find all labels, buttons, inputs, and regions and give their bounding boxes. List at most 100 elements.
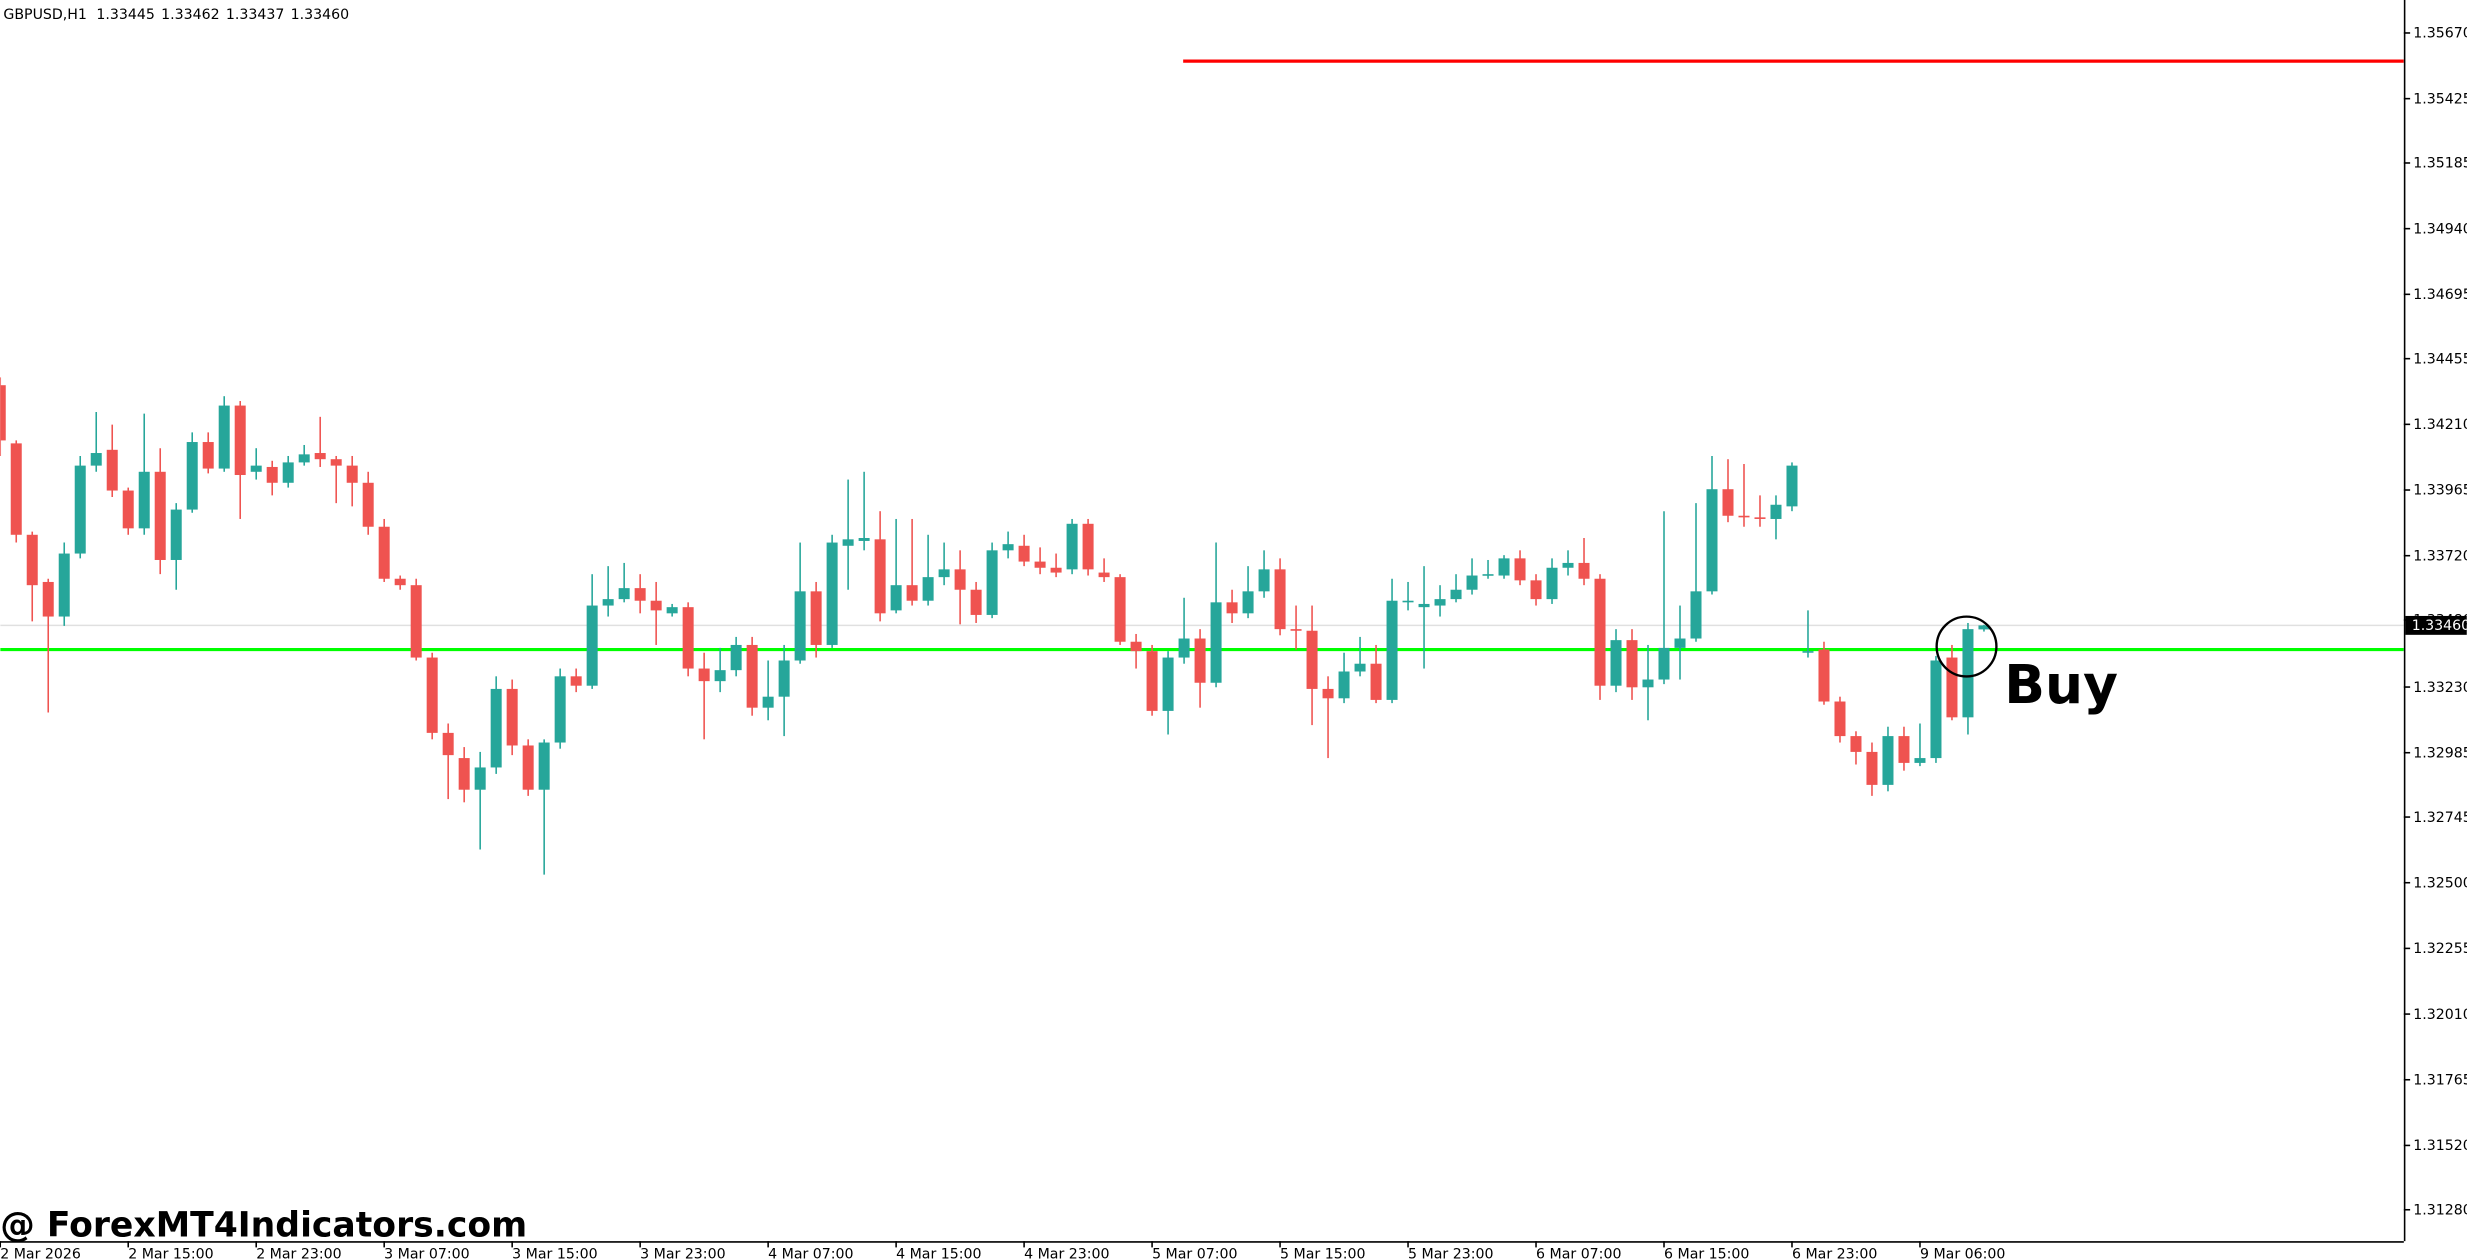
candle-body	[634, 588, 646, 601]
candle-body	[314, 453, 326, 460]
candle-body	[490, 688, 502, 768]
candle-body	[1114, 577, 1126, 642]
candle-body	[282, 462, 294, 483]
candle-body	[682, 607, 694, 669]
candle-body	[1194, 638, 1206, 683]
candle-body	[970, 589, 982, 615]
candle-body	[570, 676, 582, 686]
candle-body	[730, 644, 742, 671]
candle-body	[1626, 640, 1638, 688]
candle-body	[1498, 558, 1510, 576]
y-tick-label: 1.32255	[2413, 941, 2467, 957]
x-tick-label: 5 Mar 15:00	[1280, 1246, 1365, 1260]
candle-body	[650, 600, 662, 611]
candle-body	[426, 657, 438, 733]
candle-body	[1210, 602, 1222, 683]
candle-body	[1002, 544, 1014, 551]
candle-body	[826, 542, 838, 645]
candle-body	[1274, 569, 1286, 630]
candle-body	[234, 405, 246, 476]
candle-body	[1690, 591, 1702, 639]
y-tick-label: 1.34940	[2413, 221, 2467, 237]
x-tick-label: 4 Mar 07:00	[768, 1246, 853, 1260]
candle-body	[1514, 558, 1526, 581]
candle-body	[1354, 663, 1366, 672]
x-tick-label: 5 Mar 23:00	[1408, 1246, 1493, 1260]
candle-body	[186, 442, 198, 510]
candle-body	[1306, 630, 1318, 689]
candle-body	[1642, 679, 1654, 688]
candle-body	[1770, 504, 1782, 519]
candle-body	[890, 585, 902, 611]
candle-body	[1258, 569, 1270, 592]
candle-body	[1130, 641, 1142, 652]
y-tick-label: 1.32985	[2413, 745, 2467, 761]
candle-body	[954, 569, 966, 590]
candle-body	[1658, 647, 1670, 680]
candle-body	[154, 471, 166, 560]
candle-body	[810, 591, 822, 645]
candle-body	[58, 553, 70, 617]
candle-body	[1914, 758, 1926, 763]
candle-body	[1322, 688, 1334, 699]
candle-body	[1370, 663, 1382, 700]
candle-body	[1530, 580, 1542, 600]
close: 1.33460	[291, 7, 349, 23]
candle-body	[1418, 603, 1430, 608]
candle-body	[778, 660, 790, 697]
candle-body	[1034, 561, 1046, 568]
candle-body	[1466, 575, 1478, 590]
y-tick-label: 1.34210	[2413, 417, 2467, 433]
candle-body	[1402, 600, 1414, 603]
x-tick-label: 6 Mar 23:00	[1792, 1246, 1877, 1260]
candle-body	[410, 585, 422, 658]
y-tick-label: 1.31520	[2413, 1138, 2467, 1154]
candle-body	[1802, 651, 1814, 653]
open: 1.33445	[96, 7, 154, 23]
x-tick-label: 4 Mar 23:00	[1024, 1246, 1109, 1260]
candle-body	[1082, 523, 1094, 570]
y-tick-label: 1.33720	[2413, 548, 2467, 564]
candle-body	[250, 465, 262, 472]
candle-body	[1386, 600, 1398, 700]
x-tick-label: 6 Mar 07:00	[1536, 1246, 1621, 1260]
candle-body	[1610, 640, 1622, 686]
candle-body	[1226, 602, 1238, 614]
candle-body	[1834, 701, 1846, 737]
low: 1.33437	[226, 7, 284, 23]
x-tick-label: 2 Mar 15:00	[128, 1246, 213, 1260]
candle-body	[1290, 629, 1302, 631]
x-tick-label: 2 Mar 2026	[0, 1246, 81, 1260]
candle-body	[1706, 489, 1718, 592]
candle-body	[938, 569, 950, 578]
y-tick-label: 1.33965	[2413, 483, 2467, 499]
candle-body	[1098, 572, 1110, 578]
price-tag-label: 1.33460	[2412, 618, 2467, 634]
candle-body	[618, 588, 630, 600]
candle-body	[1978, 625, 1990, 630]
candle-body	[1066, 523, 1078, 570]
candle-body	[762, 696, 774, 708]
candle-body	[474, 767, 486, 790]
candle-body	[1738, 515, 1750, 518]
candle-body	[1242, 591, 1254, 614]
candle-body	[714, 670, 726, 682]
candle-body	[602, 599, 614, 606]
candle-body	[506, 688, 518, 746]
candle-body	[106, 449, 118, 491]
candle-body	[1930, 660, 1942, 759]
candle-body	[42, 581, 54, 617]
x-tick-label: 3 Mar 23:00	[640, 1246, 725, 1260]
symbol: GBPUSD,H1	[3, 7, 87, 23]
y-tick-label: 1.34695	[2413, 287, 2467, 303]
candle-body	[1850, 736, 1862, 752]
candle-body	[218, 405, 230, 469]
candle-body	[554, 676, 566, 743]
candle-body	[1050, 567, 1062, 573]
y-tick-label: 1.35185	[2413, 156, 2467, 172]
x-tick-label: 6 Mar 15:00	[1664, 1246, 1749, 1260]
candle-body	[1946, 657, 1958, 718]
candle-body	[1674, 638, 1686, 648]
candle-body	[1962, 629, 1974, 718]
